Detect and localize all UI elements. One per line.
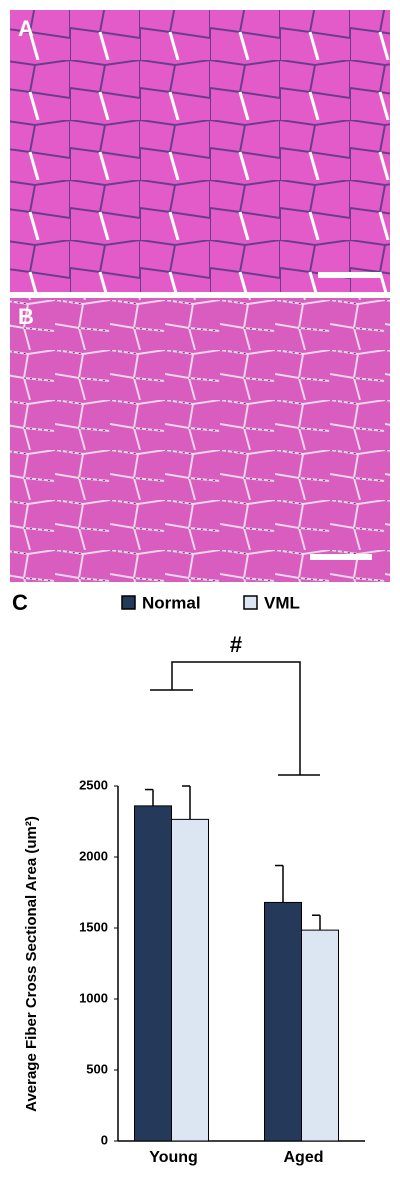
bar xyxy=(301,929,339,1142)
scale-bar xyxy=(310,554,372,560)
panel-label: A xyxy=(18,16,34,41)
y-tick-label: 2000 xyxy=(79,848,108,863)
y-tick-label: 500 xyxy=(86,1061,108,1076)
scale-bar xyxy=(318,272,380,278)
y-tick-label: 1000 xyxy=(79,990,108,1005)
micrograph xyxy=(10,10,390,292)
annotation: # xyxy=(230,632,242,657)
panel-label: B xyxy=(18,304,34,329)
bar xyxy=(171,818,209,1142)
legend-label: VML xyxy=(264,593,300,612)
micrograph xyxy=(10,298,390,582)
legend-label: Normal xyxy=(142,593,201,612)
bar xyxy=(134,805,172,1142)
x-tick-label: Aged xyxy=(284,1149,324,1166)
y-tick-label: 1500 xyxy=(79,919,108,934)
legend-swatch xyxy=(243,595,258,610)
y-tick-label: 2500 xyxy=(79,777,108,792)
legend-swatch xyxy=(121,595,136,610)
y-tick-label: 0 xyxy=(101,1132,108,1147)
x-tick-label: Young xyxy=(149,1149,198,1166)
y-axis-title: Average Fiber Cross Sectional Area (um²) xyxy=(23,816,40,1112)
bar xyxy=(264,901,302,1142)
significance-bracket xyxy=(150,661,320,776)
panel-label: C xyxy=(12,590,28,615)
